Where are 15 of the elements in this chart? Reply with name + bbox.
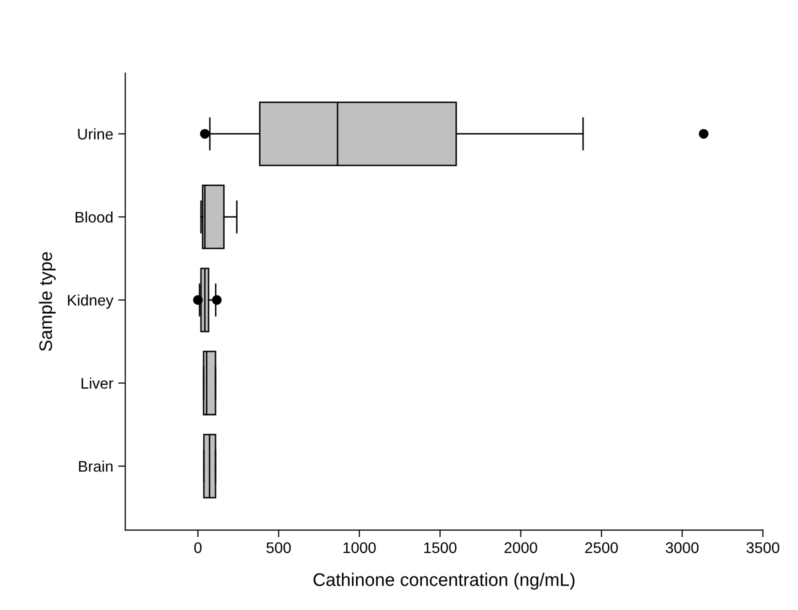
x-tick-label: 500: [266, 542, 291, 554]
x-tick-label: 3000: [666, 542, 699, 554]
x-tick-label: 0: [194, 542, 202, 554]
x-axis-title: Cathinone concentration (ng/mL): [314, 572, 574, 590]
x-tick-label: 2500: [585, 542, 618, 554]
y-tick-label: Liver: [82, 378, 114, 389]
y-axis-title: Sample type: [38, 252, 56, 352]
y-tick-label: Urine: [78, 128, 113, 140]
x-tick-label: 2000: [504, 542, 538, 554]
x-tick-label: 3500: [746, 542, 780, 554]
y-tick-label: Kidney: [68, 294, 114, 309]
y-tick-label: Blood: [76, 211, 112, 223]
y-tick-label: Brain: [79, 460, 112, 472]
x-tick-label: 1500: [424, 542, 456, 554]
x-tick-label: 1000: [344, 542, 376, 554]
